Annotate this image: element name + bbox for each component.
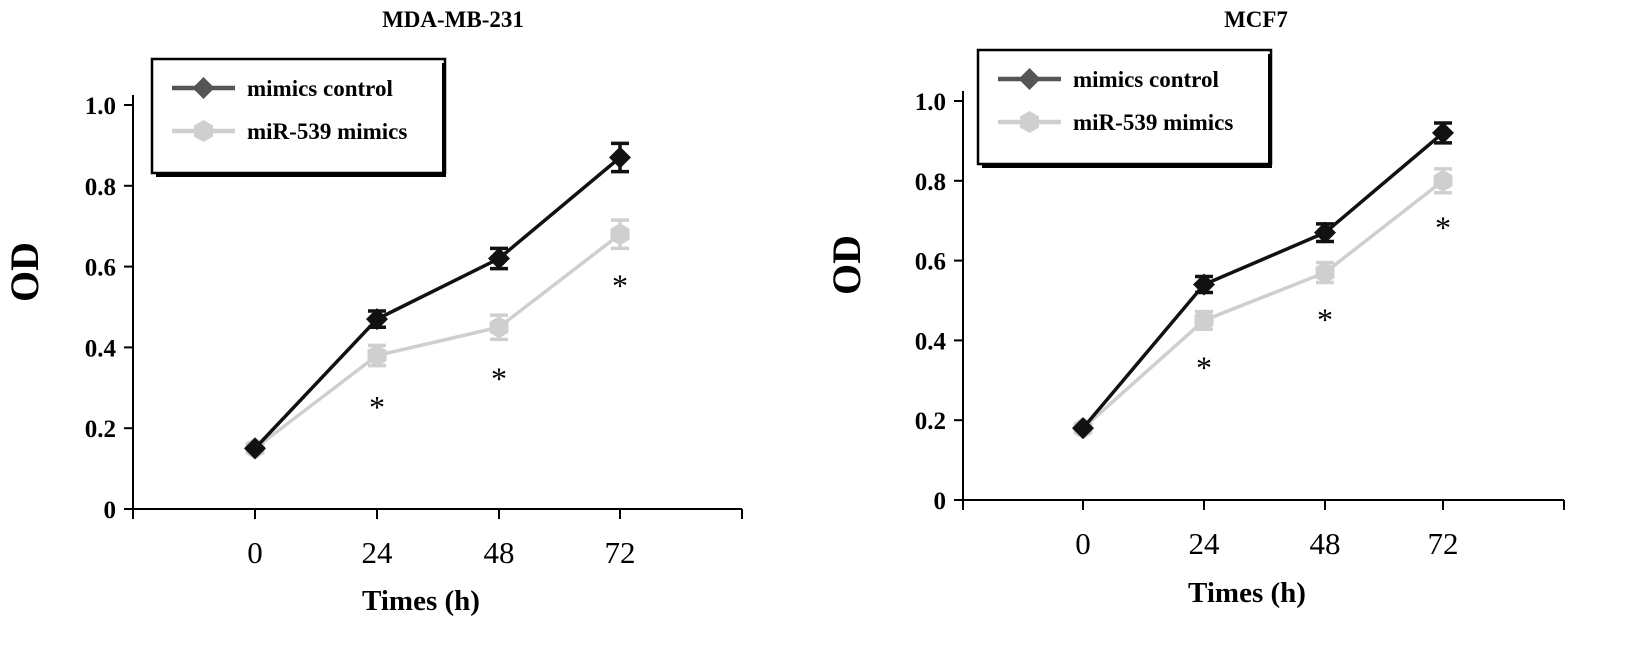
significance-asterisk: * (612, 268, 628, 304)
series-line (1081, 131, 1445, 430)
significance-asterisk: * (1435, 210, 1451, 246)
legend-label: mimics control (1073, 67, 1219, 92)
x-tick-label: 24 (362, 535, 394, 570)
y-tick-label: 0 (934, 488, 947, 515)
legend: mimics control miR-539 mimics (150, 57, 447, 177)
chart-mda-mb-231: MDA-MB-231 OD 0 0.2 0.4 0.6 0.8 1.0 0 24 48 72 Times… (2, 7, 743, 617)
legend: mimics control miR-539 mimics (976, 48, 1273, 168)
legend-label: miR-539 mimics (247, 119, 407, 144)
y-tick-label: 0.8 (85, 174, 116, 201)
legend-swatch-marker (1018, 68, 1041, 90)
data-point (1072, 417, 1094, 440)
x-tick-label: 72 (605, 535, 636, 570)
data-point (1193, 273, 1215, 296)
series-mir-539-mimics (1073, 167, 1453, 440)
data-point (610, 223, 630, 246)
y-tick-label: 0.4 (915, 328, 947, 355)
significance-asterisk: * (1196, 349, 1212, 385)
y-axis-label: OD (824, 235, 869, 295)
y-tick-label: 0.6 (85, 255, 116, 282)
y-axis-label: OD (2, 242, 47, 302)
y-tick-label: 0 (104, 497, 117, 524)
series-line (253, 232, 622, 450)
series-line (1081, 179, 1445, 430)
y-tick-label: 0.2 (915, 408, 946, 435)
x-axis-label: Times (h) (362, 585, 480, 617)
chart-title: MDA-MB-231 (382, 7, 524, 32)
chart-title: MCF7 (1224, 7, 1288, 32)
data-point (366, 308, 388, 331)
x-tick-label: 24 (1189, 526, 1221, 561)
legend-swatch-marker (1020, 111, 1039, 133)
data-point (488, 247, 510, 270)
data-point (1315, 261, 1335, 284)
x-tick-label: 48 (484, 535, 515, 570)
y-tick-label: 0.4 (85, 335, 117, 362)
significance-asterisk: * (1317, 301, 1333, 337)
significance-asterisk: * (491, 361, 507, 397)
y-tick-label: 1.0 (85, 93, 116, 120)
significance-asterisk: * (369, 389, 385, 425)
series-mir-539-mimics (245, 218, 630, 460)
x-tick-label: 72 (1428, 526, 1459, 561)
series-mimics-control (244, 141, 631, 460)
x-tick-label: 48 (1310, 526, 1341, 561)
data-point (1314, 221, 1336, 244)
y-tick-label: 0.6 (915, 249, 946, 276)
data-point (244, 437, 266, 460)
y-tick-label: 1.0 (915, 89, 946, 116)
series-mimics-control (1072, 121, 1454, 440)
data-point (1432, 121, 1454, 144)
data-point (1194, 309, 1214, 332)
data-point (1433, 169, 1453, 192)
y-tick-label: 0.2 (85, 416, 116, 443)
data-point (489, 316, 509, 339)
legend-box (976, 48, 1273, 166)
series-line (253, 156, 622, 450)
x-tick-label: 0 (1075, 526, 1091, 561)
legend-swatch-marker (192, 77, 215, 99)
chart-mcf7: MCF7 OD 0 0.2 0.4 0.6 0.8 1.0 0 24 48 72 Times (h) * *… (824, 7, 1565, 609)
legend-swatch-marker (194, 120, 213, 142)
data-point (609, 146, 631, 169)
legend-label: miR-539 mimics (1073, 110, 1233, 135)
data-point (367, 344, 387, 367)
x-axis-label: Times (h) (1188, 577, 1306, 609)
x-tick-label: 0 (247, 535, 263, 570)
y-tick-label: 0.8 (915, 169, 946, 196)
legend-label: mimics control (247, 76, 393, 101)
